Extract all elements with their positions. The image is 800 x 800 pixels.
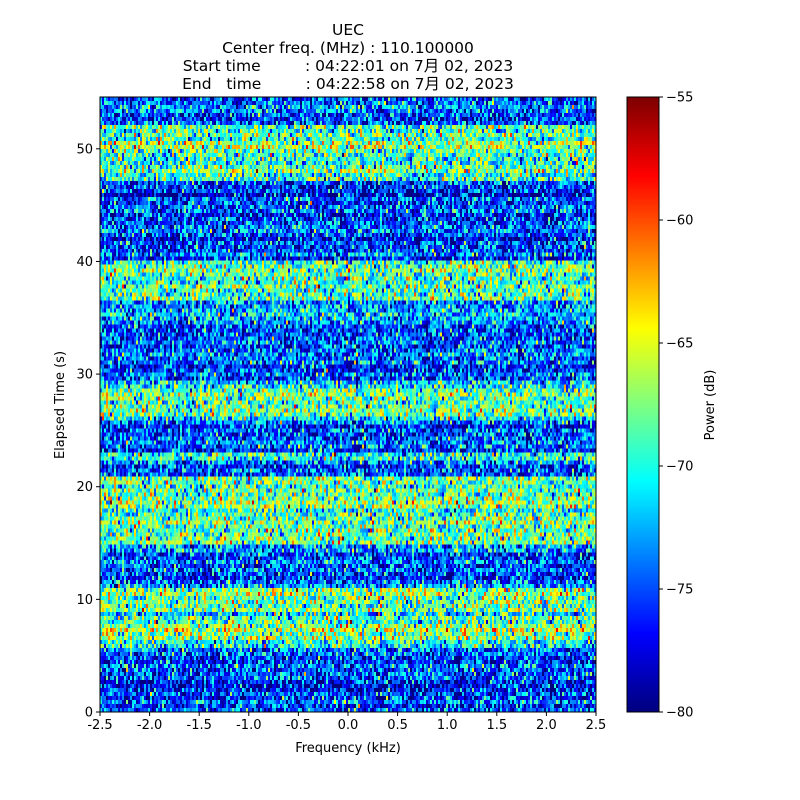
colorbar-ticks: −80 −75 −70 −65 −60 −55 bbox=[659, 91, 693, 721]
y-axis-label: Elapsed Time (s) bbox=[53, 351, 68, 459]
colorbar-tick-label: −55 bbox=[666, 91, 693, 106]
title-line-2: Center freq. (MHz) : 110.100000 bbox=[222, 39, 474, 57]
y-tick-label: 40 bbox=[76, 255, 93, 270]
x-tick-label: 0.5 bbox=[387, 718, 408, 733]
title-line-1: UEC bbox=[332, 21, 364, 39]
y-tick-label: 30 bbox=[76, 368, 93, 383]
x-tick-label: 1.0 bbox=[437, 718, 458, 733]
colorbar-gradient bbox=[627, 97, 659, 712]
spectrogram-heatmap bbox=[100, 97, 596, 712]
x-tick-label: 1.5 bbox=[486, 718, 507, 733]
chart-title: UEC Center freq. (MHz) : 110.100000 Star… bbox=[182, 21, 514, 93]
colorbar-tick-label: −75 bbox=[666, 583, 693, 598]
y-tick-label: 0 bbox=[85, 706, 93, 721]
colorbar-label: Power (dB) bbox=[703, 370, 718, 441]
x-tick-label: 0.0 bbox=[338, 718, 359, 733]
x-axis-label: Frequency (kHz) bbox=[295, 741, 401, 756]
x-axis-ticks: -2.5 -2.0 -1.5 -1.0 -0.5 0.0 0.5 1.0 1.5 2.0 2.5 bbox=[87, 712, 606, 733]
x-tick-label: -2.0 bbox=[137, 718, 162, 733]
y-axis-ticks: 0 10 20 30 40 50 bbox=[76, 142, 100, 721]
title-line-3: Start time : 04:22:01 on 7月 02, 2023 bbox=[183, 57, 513, 75]
y-tick-label: 50 bbox=[76, 142, 93, 157]
plot-frame bbox=[99, 96, 597, 713]
colorbar-tick-label: −80 bbox=[666, 706, 693, 721]
x-tick-label: -1.5 bbox=[187, 718, 212, 733]
colorbar-frame bbox=[626, 96, 660, 713]
x-tick-label: -2.5 bbox=[87, 718, 112, 733]
title-line-4: End time : 04:22:58 on 7月 02, 2023 bbox=[182, 75, 514, 93]
x-tick-label: 2.0 bbox=[536, 718, 557, 733]
colorbar-tick-label: −65 bbox=[666, 337, 693, 352]
x-tick-label: -0.5 bbox=[286, 718, 311, 733]
colorbar-tick-label: −60 bbox=[666, 214, 693, 229]
x-tick-label: 2.5 bbox=[586, 718, 607, 733]
colorbar-tick-label: −70 bbox=[666, 460, 693, 475]
x-tick-label: -1.0 bbox=[236, 718, 261, 733]
y-tick-label: 10 bbox=[76, 593, 93, 608]
y-tick-label: 20 bbox=[76, 480, 93, 495]
